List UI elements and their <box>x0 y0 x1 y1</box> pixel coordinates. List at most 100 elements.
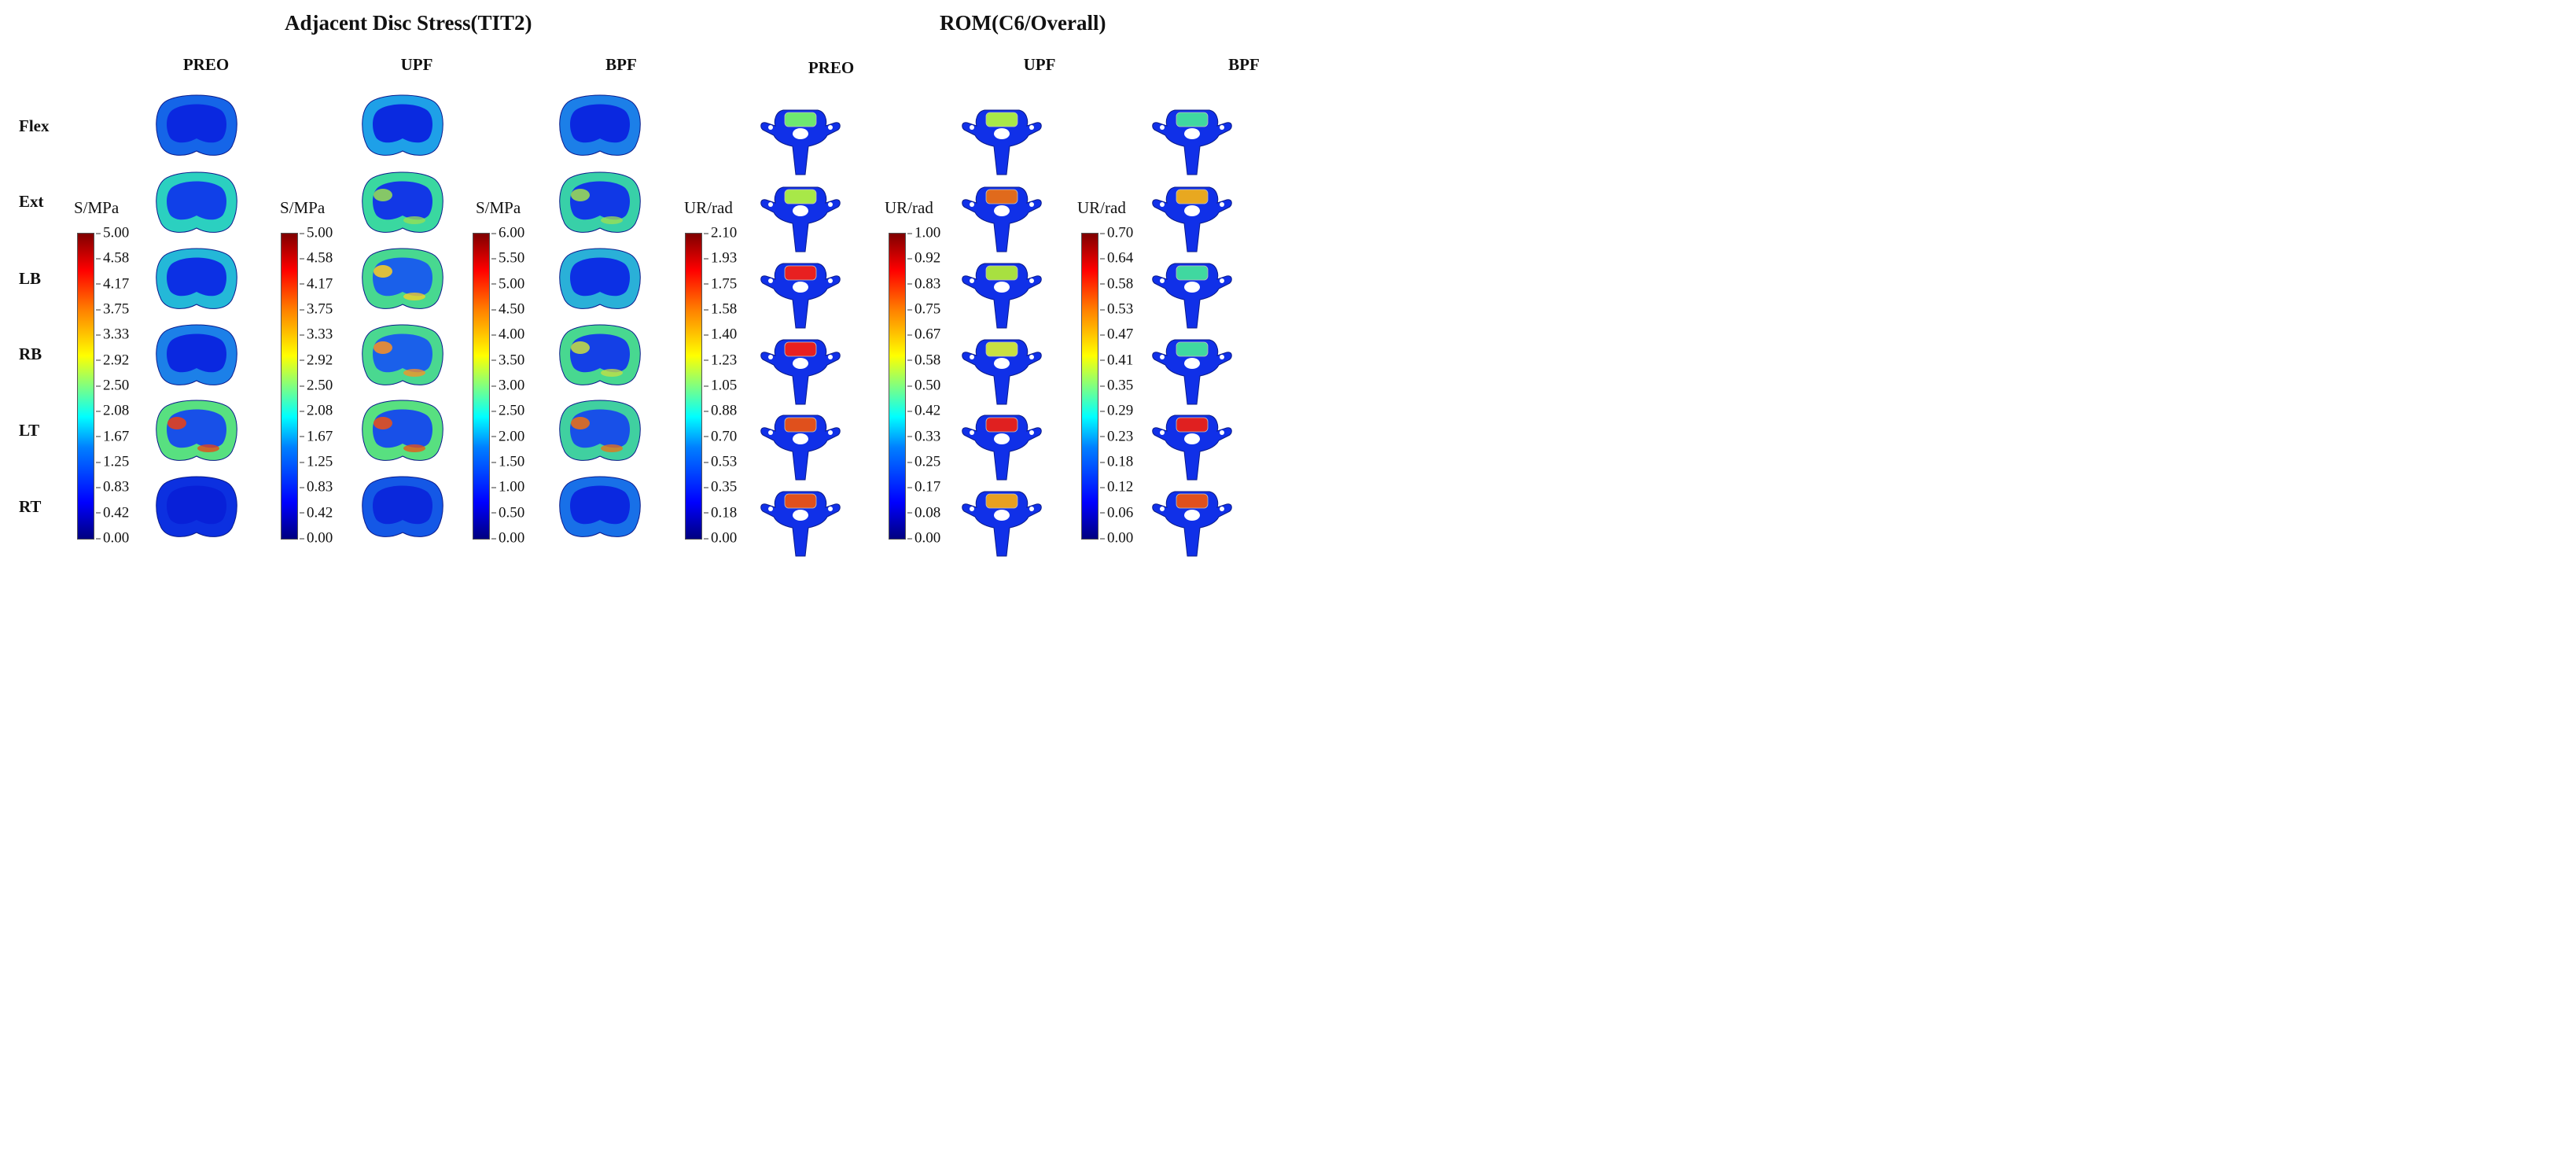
colorbar-tick-label: 0.70 <box>1099 224 1134 241</box>
colorbar-tick-label: 0.64 <box>1099 249 1134 267</box>
colorbar-tick-label: 0.18 <box>1099 453 1134 470</box>
vertebra-contour <box>1151 179 1233 255</box>
colorbar-tick-label: 1.25 <box>95 453 130 470</box>
colorbar-tick-label: 3.33 <box>299 326 333 343</box>
title-left: Adjacent Disc Stress(TIT2) <box>285 11 532 35</box>
vertebra-contour <box>1151 102 1233 178</box>
colorbar-tick-label: 0.58 <box>1099 275 1134 293</box>
colorbar-tick-label: 0.50 <box>907 377 941 394</box>
vertebra-contour <box>961 484 1043 559</box>
vertebra-contour <box>1151 256 1233 331</box>
vertebra-contour <box>961 102 1043 178</box>
colorbar-tick-label: 0.92 <box>907 249 941 267</box>
vertebra-contour <box>760 102 841 178</box>
colorbar-gradient <box>685 233 702 540</box>
colorbar-tick-label: 0.53 <box>703 453 738 470</box>
colorbar-tick-label: 1.93 <box>703 249 738 267</box>
colorbar-tick-label: 3.00 <box>491 377 525 394</box>
colorbar-gradient <box>889 233 906 540</box>
vertebra-contour <box>1151 407 1233 483</box>
disc-contour <box>557 324 643 389</box>
disc-contour <box>153 476 240 540</box>
disc-contour <box>557 171 643 236</box>
colorbar-tick-label: 0.29 <box>1099 402 1134 419</box>
colorbar-tick-label: 0.00 <box>95 529 130 547</box>
vertebra-contour <box>760 484 841 559</box>
vertebra-contour <box>961 407 1043 483</box>
colorbar-unit-label: S/MPa <box>476 198 521 217</box>
colorbar-tick-label: 0.50 <box>491 504 525 521</box>
colorbar-tick-label: 2.92 <box>299 352 333 369</box>
vertebra-contour <box>961 256 1043 331</box>
colorbar-tick-label: 0.33 <box>907 428 941 445</box>
colorbar-tick-label: 0.88 <box>703 402 738 419</box>
vertebra-contour <box>961 179 1043 255</box>
disc-contour <box>557 248 643 312</box>
disc-contour <box>153 94 240 159</box>
colorbar-tick-label: 0.42 <box>299 504 333 521</box>
colorbar-tick-label: 0.17 <box>907 478 941 496</box>
colorbar-tick-label: 0.67 <box>907 326 941 343</box>
col-header-rom-preo: PREO <box>808 58 855 77</box>
colorbar-tick-label: 3.75 <box>95 300 130 318</box>
colorbar-tick-label: 1.05 <box>703 377 738 394</box>
colorbar-tick-label: 0.00 <box>299 529 333 547</box>
disc-contour <box>153 248 240 312</box>
disc-contour <box>359 94 446 159</box>
colorbar-tick-label: 4.58 <box>299 249 333 267</box>
disc-contour <box>359 400 446 464</box>
row-label-rt: RT <box>19 497 42 516</box>
colorbar-tick-label: 1.00 <box>491 478 525 496</box>
colorbar-gradient <box>281 233 298 540</box>
vertebra-contour <box>1151 332 1233 407</box>
colorbar-tick-label: 4.50 <box>491 300 525 318</box>
colorbar-tick-label: 5.00 <box>95 224 130 241</box>
vertebra-contour <box>760 179 841 255</box>
colorbar-tick-label: 0.23 <box>1099 428 1134 445</box>
colorbar-unit-label: UR/rad <box>684 198 733 217</box>
disc-contour <box>359 248 446 312</box>
colorbar-tick-label: 1.67 <box>299 428 333 445</box>
colorbar-tick-label: 3.50 <box>491 352 525 369</box>
vertebra-contour <box>961 332 1043 407</box>
colorbar-tick-label: 2.08 <box>299 402 333 419</box>
colorbar-tick-label: 0.00 <box>907 529 941 547</box>
colorbar-tick-label: 1.25 <box>299 453 333 470</box>
colorbar-tick-label: 4.17 <box>95 275 130 293</box>
colorbar-tick-label: 2.50 <box>299 377 333 394</box>
colorbar-tick-label: 3.33 <box>95 326 130 343</box>
col-header-disc-upf: UPF <box>400 55 433 74</box>
row-label-ext: Ext <box>19 192 44 211</box>
colorbar-tick-label: 3.75 <box>299 300 333 318</box>
colorbar-tick-label: 0.35 <box>703 478 738 496</box>
colorbar-tick-label: 0.25 <box>907 453 941 470</box>
vertebra-contour <box>760 256 841 331</box>
row-label-lb: LB <box>19 269 42 288</box>
row-label-lt: LT <box>19 421 40 440</box>
colorbar-gradient <box>1081 233 1098 540</box>
disc-contour <box>153 400 240 464</box>
colorbar-tick-label: 2.00 <box>491 428 525 445</box>
colorbar-tick-label: 0.00 <box>491 529 525 547</box>
colorbar-tick-label: 5.50 <box>491 249 525 267</box>
colorbar-tick-label: 0.12 <box>1099 478 1134 496</box>
colorbar-tick-label: 2.50 <box>491 402 525 419</box>
colorbar-tick-label: 0.41 <box>1099 352 1134 369</box>
colorbar-tick-label: 5.00 <box>299 224 333 241</box>
colorbar-tick-label: 1.00 <box>907 224 941 241</box>
colorbar-tick-label: 0.83 <box>95 478 130 496</box>
title-right: ROM(C6/Overall) <box>940 11 1106 35</box>
colorbar-tick-label: 2.10 <box>703 224 738 241</box>
col-header-disc-preo: PREO <box>182 55 230 74</box>
colorbar-tick-label: 4.58 <box>95 249 130 267</box>
colorbar-tick-label: 0.06 <box>1099 504 1134 521</box>
disc-contour <box>557 400 643 464</box>
col-header-disc-bpf: BPF <box>605 55 637 74</box>
col-header-rom-bpf: BPF <box>1228 55 1260 74</box>
colorbar-gradient <box>77 233 94 540</box>
disc-contour <box>557 476 643 540</box>
row-label-rb: RB <box>19 345 42 363</box>
vertebra-contour <box>1151 484 1233 559</box>
colorbar-tick-label: 0.08 <box>907 504 941 521</box>
colorbar-unit-label: S/MPa <box>280 198 326 217</box>
